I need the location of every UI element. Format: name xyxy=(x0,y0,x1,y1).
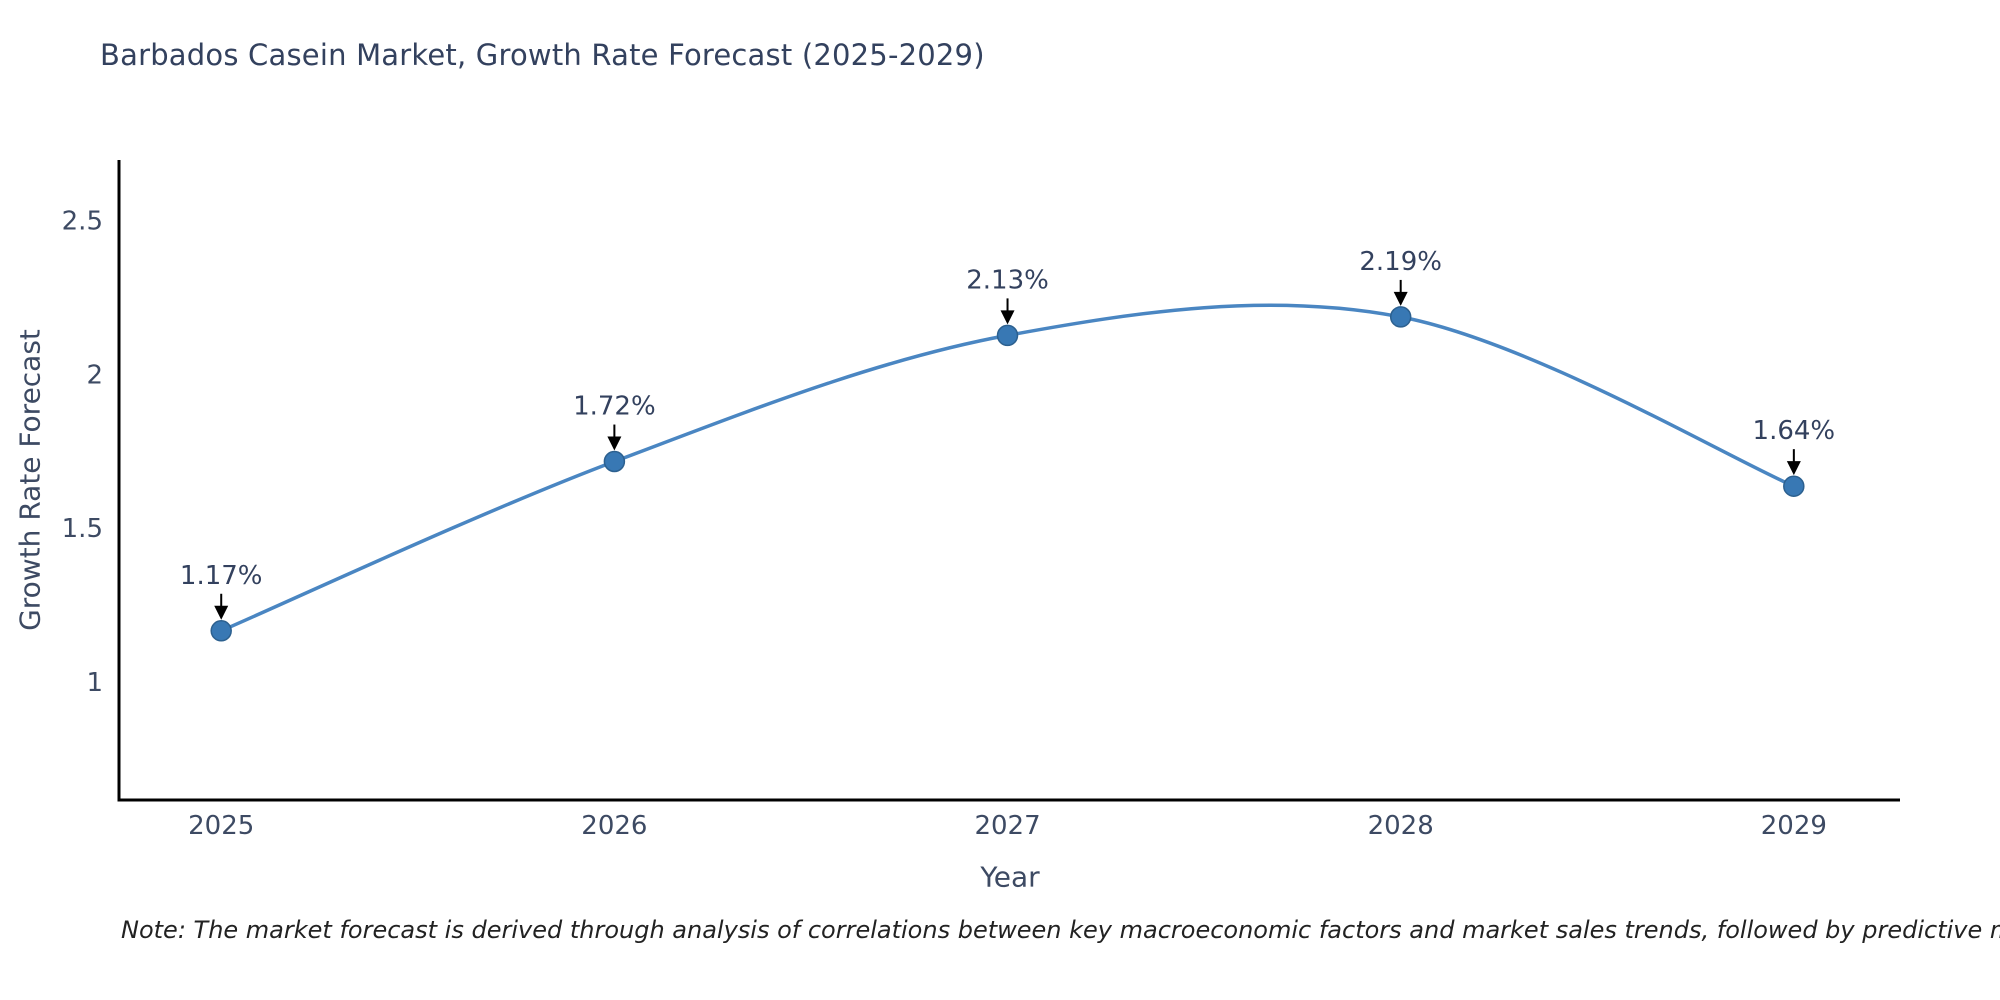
forecast-line xyxy=(220,303,1795,633)
data-point-label: 1.72% xyxy=(573,392,656,422)
annotation-arrowhead xyxy=(214,605,229,620)
data-point-marker xyxy=(1783,475,1805,497)
y-tick-label: 2 xyxy=(86,360,103,390)
footnote: Note: The market forecast is derived thr… xyxy=(121,916,2000,944)
annotation-arrowhead xyxy=(1393,291,1408,306)
annotation-arrowhead xyxy=(1000,310,1015,325)
x-tick-label: 2027 xyxy=(974,811,1040,841)
data-point-label: 2.13% xyxy=(966,265,1049,295)
data-point-label: 2.19% xyxy=(1359,247,1442,277)
x-tick-label: 2029 xyxy=(1761,811,1827,841)
data-point-marker xyxy=(996,324,1019,347)
y-tick-label: 1 xyxy=(86,668,103,698)
axis-lines xyxy=(117,160,1900,802)
x-axis-title: Year xyxy=(980,860,1040,894)
y-tick-label: 2.5 xyxy=(62,207,103,237)
x-tick-label: 2025 xyxy=(188,811,254,841)
y-tick-label: 1.5 xyxy=(62,514,103,544)
data-point-marker xyxy=(603,450,626,473)
annotation-arrowhead xyxy=(607,436,622,451)
x-tick-label: 2028 xyxy=(1368,811,1434,841)
x-tick-label: 2026 xyxy=(581,811,647,841)
annotation-arrowhead xyxy=(1786,461,1801,476)
data-point-marker xyxy=(1389,306,1412,328)
chart-title: Barbados Casein Market, Growth Rate Fore… xyxy=(100,38,985,72)
data-point-label: 1.64% xyxy=(1753,416,1836,446)
data-point-marker xyxy=(210,620,232,642)
data-point-label: 1.17% xyxy=(180,561,263,591)
